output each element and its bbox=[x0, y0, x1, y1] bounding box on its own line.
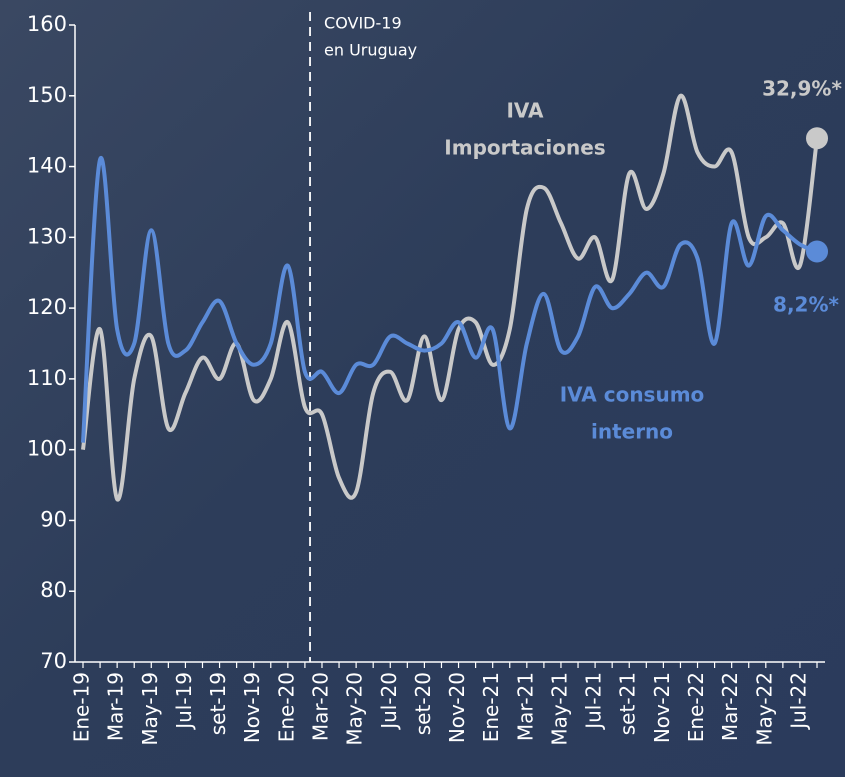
y-tick-label: 80 bbox=[40, 578, 67, 602]
x-tick-label: Mar-22 bbox=[718, 672, 742, 741]
x-tick-label: Ene-20 bbox=[274, 672, 298, 742]
end-label: 32,9%* bbox=[762, 77, 842, 101]
x-tick-label: set-21 bbox=[616, 672, 640, 735]
x-tick-label: May-21 bbox=[547, 672, 571, 746]
x-tick-label: May-19 bbox=[138, 672, 162, 746]
x-tick-label: Mar-21 bbox=[513, 672, 537, 741]
series-label: IVA bbox=[506, 99, 544, 123]
event-label: COVID-19 bbox=[324, 14, 402, 33]
x-tick-label: Nov-19 bbox=[240, 672, 264, 743]
y-tick-label: 130 bbox=[27, 224, 67, 248]
x-tick-label: Jul-22 bbox=[786, 672, 810, 731]
x-tick-label: May-22 bbox=[752, 672, 776, 746]
end-label: 8,2%* bbox=[773, 293, 839, 317]
x-tick-label: Jul-20 bbox=[377, 672, 401, 731]
x-tick-label: Jul-19 bbox=[172, 672, 196, 731]
y-tick-label: 150 bbox=[27, 83, 67, 107]
x-tick-label: Nov-21 bbox=[650, 672, 674, 743]
x-tick-label: Nov-20 bbox=[445, 672, 469, 743]
x-tick-label: Ene-21 bbox=[479, 672, 503, 742]
x-tick-label: Mar-19 bbox=[104, 672, 128, 741]
event-label: en Uruguay bbox=[324, 41, 417, 60]
x-tick-label: Jul-21 bbox=[582, 672, 606, 731]
y-tick-label: 110 bbox=[27, 366, 67, 390]
series-label: interno bbox=[591, 420, 673, 444]
y-tick-label: 120 bbox=[27, 295, 67, 319]
y-tick-label: 100 bbox=[27, 437, 67, 461]
y-tick-label: 70 bbox=[40, 649, 67, 673]
end-marker bbox=[806, 240, 828, 262]
y-tick-label: 160 bbox=[27, 12, 67, 36]
x-tick-label: Mar-20 bbox=[308, 672, 332, 741]
series-line bbox=[83, 158, 817, 443]
end-marker bbox=[806, 127, 828, 149]
y-tick-label: 140 bbox=[27, 154, 67, 178]
x-tick-label: set-19 bbox=[206, 672, 230, 735]
y-tick-label: 90 bbox=[40, 507, 67, 531]
x-tick-label: Ene-22 bbox=[684, 672, 708, 742]
x-tick-label: Ene-19 bbox=[70, 672, 94, 742]
page: 70 80 90 100 110 120 130 140 150 160 Ene-19 Mar-19 M… bbox=[0, 0, 845, 777]
x-tick-label: set-20 bbox=[411, 672, 435, 735]
chart: 70 80 90 100 110 120 130 140 150 160 Ene-19 Mar-19 M… bbox=[0, 0, 845, 777]
x-tick-label: May-20 bbox=[343, 672, 367, 746]
series-label: Importaciones bbox=[444, 136, 605, 160]
series-label: IVA consumo bbox=[560, 383, 705, 407]
